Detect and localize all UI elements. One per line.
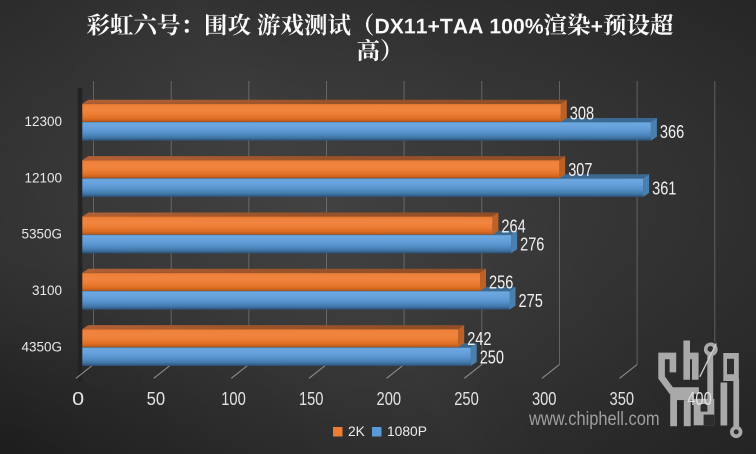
svg-text:2K: 2K [348,424,366,439]
svg-text:400: 400 [687,389,712,409]
svg-text:www.chiphell.com: www.chiphell.com [528,409,659,430]
svg-text:250: 250 [454,389,479,409]
svg-text:256: 256 [489,272,513,293]
svg-text:100: 100 [221,389,246,409]
svg-text:264: 264 [501,215,525,236]
svg-text:250: 250 [480,346,504,367]
svg-text:12100: 12100 [24,170,62,185]
svg-text:242: 242 [467,328,491,349]
svg-text:276: 276 [520,234,544,255]
svg-text:50: 50 [147,389,166,409]
svg-text:308: 308 [570,103,594,124]
svg-text:275: 275 [519,290,543,311]
svg-text:307: 307 [568,159,592,180]
svg-text:200: 200 [377,389,402,409]
svg-text:5350G: 5350G [21,227,62,242]
svg-text:350: 350 [610,389,635,409]
svg-text:361: 361 [652,177,676,198]
svg-text:300: 300 [532,389,557,409]
svg-text:12300: 12300 [24,114,62,129]
svg-text:0: 0 [72,389,84,409]
svg-text:3100: 3100 [32,283,62,298]
svg-text:1080P: 1080P [387,424,427,439]
svg-text:366: 366 [660,121,684,142]
svg-text:4350G: 4350G [21,339,62,354]
svg-text:150: 150 [299,389,324,409]
